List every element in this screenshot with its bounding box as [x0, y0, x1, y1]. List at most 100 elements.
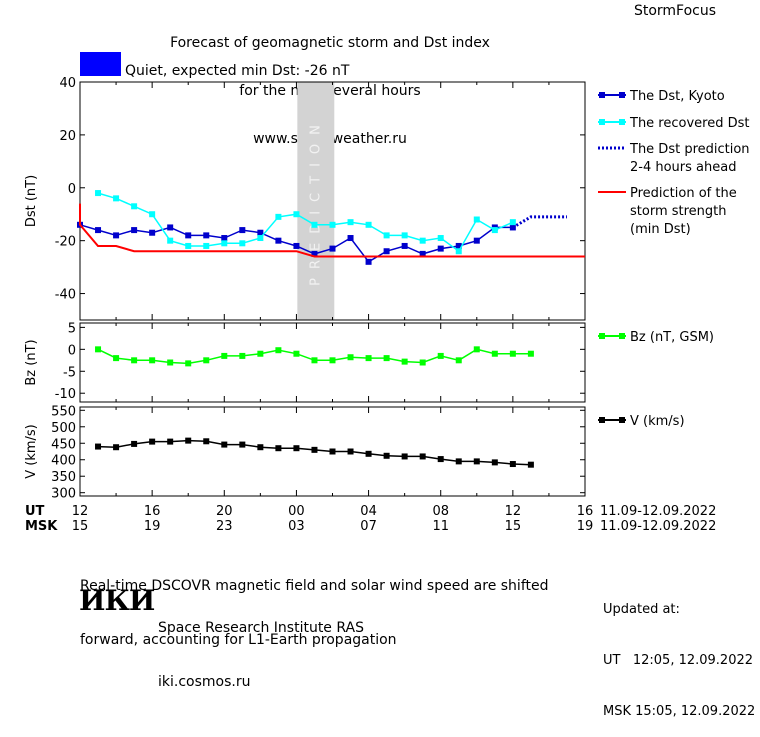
series-the-recovered-dst-point — [383, 232, 390, 239]
panel-3-ytick-label: 550 — [51, 404, 76, 419]
series-the-dst-kyoto-point — [95, 227, 102, 234]
msk-tick-label: 15 — [72, 519, 89, 534]
series-the-recovered-dst-point — [293, 211, 300, 218]
series-bz-nt-gsm-point — [131, 357, 138, 364]
series-bz-nt-gsm-point — [329, 357, 336, 364]
panel-1-ytick-label: 20 — [59, 129, 76, 144]
series-bz-nt-gsm-point — [95, 346, 102, 353]
updated-msk: MSK 15:05, 12.09.2022 — [603, 704, 756, 719]
series-the-dst-kyoto-point — [113, 232, 120, 239]
series-v-km-s-point — [509, 461, 516, 468]
legend-dst-kyoto-marker — [599, 92, 605, 98]
panel-3-ytick-label: 400 — [51, 454, 76, 469]
panel-3-ytick-label: 500 — [51, 421, 76, 436]
panel-1-ytick-label: -40 — [55, 288, 76, 303]
series-v-km-s-point — [275, 445, 282, 452]
series-v-km-s-point — [365, 450, 372, 457]
panel-2-ytick-label: 5 — [68, 321, 76, 336]
series-the-dst-kyoto-point — [221, 235, 228, 242]
series-the-dst-kyoto-point — [149, 229, 156, 236]
panel-2-ytick-label: 0 — [68, 343, 76, 358]
ut-tick-label: 16 — [577, 504, 594, 519]
legend-dst-kyoto-label: The Dst, Kyoto — [629, 89, 725, 104]
org-link[interactable]: iki.cosmos.ru — [158, 674, 251, 690]
legend-dst-prediction-label: 2-4 hours ahead — [630, 160, 736, 175]
series-the-recovered-dst-point — [509, 219, 516, 226]
series-bz-nt-gsm-point — [419, 359, 426, 366]
series-the-recovered-dst-point — [491, 227, 498, 234]
series-the-recovered-dst-point — [167, 237, 174, 244]
series-bz-nt-gsm-point — [203, 357, 210, 364]
series-bz-nt-gsm-point — [113, 355, 120, 362]
series-the-recovered-dst-point — [437, 235, 444, 242]
series-the-dst-kyoto-point — [509, 224, 516, 231]
msk-tick-label: 19 — [577, 519, 594, 534]
series-bz-nt-gsm-point — [365, 355, 372, 362]
series-bz-nt-gsm-point — [509, 350, 516, 357]
legend-dst-prediction-label: The Dst prediction — [629, 142, 750, 157]
series-bz-nt-gsm-point — [221, 352, 228, 359]
status-text: Quiet, expected min Dst: -26 nT — [125, 63, 350, 79]
ut-tick-label: 00 — [288, 504, 305, 519]
series-the-dst-kyoto-point — [437, 245, 444, 252]
legend-speed-label: V (km/s) — [630, 414, 685, 429]
series-v-km-s-point — [401, 453, 408, 460]
series-v-km-s-point — [131, 440, 138, 447]
msk-tick-label: 03 — [288, 519, 305, 534]
ut-tick-label: 08 — [432, 504, 449, 519]
series-v-km-s-point — [329, 448, 336, 455]
panel-1-ylabel: Dst (nT) — [24, 175, 39, 227]
series-the-recovered-dst-point — [365, 221, 372, 228]
series-v-km-s-point — [293, 445, 300, 452]
panel-1-ytick-label: 0 — [68, 182, 76, 197]
series-v-km-s-point — [221, 441, 228, 448]
series-the-dst-kyoto-point — [293, 242, 300, 249]
panel-2-ytick-label: -10 — [55, 387, 76, 402]
series-v-km-s-point — [149, 438, 156, 445]
series-bz-nt-gsm-point — [455, 357, 462, 364]
series-the-recovered-dst-point — [473, 216, 480, 223]
prediction-band — [297, 82, 335, 320]
panel-2-ytick-label: -5 — [63, 365, 76, 380]
msk-tick-label: 15 — [505, 519, 522, 534]
series-the-dst-kyoto-point — [275, 237, 282, 244]
series-bz-nt-gsm-point — [239, 352, 246, 359]
series-v-km-s-point — [167, 438, 174, 445]
org-name: Space Research Institute RAS — [158, 620, 364, 636]
legend-bz-marker — [599, 333, 605, 339]
series-v-km-s-point — [257, 444, 264, 451]
series-the-recovered-dst-point — [203, 242, 210, 249]
legend-dst-kyoto-marker — [619, 92, 625, 98]
ut-tick-label: 20 — [216, 504, 233, 519]
series-v-km-s-point — [311, 446, 318, 453]
series-the-dst-kyoto-point — [383, 248, 390, 255]
series-bz-nt-gsm-point — [185, 360, 192, 367]
series-the-dst-kyoto-point — [167, 224, 174, 231]
series-the-recovered-dst-point — [221, 240, 228, 247]
legend-recovered-dst-marker — [619, 119, 625, 125]
ut-date-range: 11.09-12.09.2022 — [600, 504, 716, 519]
series-bz-nt-gsm-point — [491, 350, 498, 357]
series-the-dst-kyoto-point — [455, 242, 462, 249]
series-v-km-s-point — [347, 448, 354, 455]
chart-canvas: PREDICTION 40 20 0 -20 -40 Dst (nT) 5 0 -5 -10 Bz (… — [24, 76, 750, 534]
series-bz-nt-gsm-point — [257, 350, 264, 357]
msk-date-range: 11.09-12.09.2022 — [600, 519, 716, 534]
legend-speed-marker — [619, 417, 625, 423]
series-the-dst-kyoto-point — [347, 235, 354, 242]
series-the-dst-prediction-2-4-hours-ahead-line — [512, 215, 567, 229]
ut-tick-label: 12 — [72, 504, 89, 519]
legend-bz-label: Bz (nT, GSM) — [630, 330, 714, 345]
series-bz-nt-gsm-point — [473, 346, 480, 353]
legend-bz-marker — [619, 333, 625, 339]
ut-tick-label: 16 — [144, 504, 161, 519]
series-v-km-s-point — [527, 461, 534, 468]
series-v-km-s-point — [383, 452, 390, 459]
panel-3-ytick-label: 300 — [51, 487, 76, 502]
series-the-recovered-dst-point — [95, 190, 102, 197]
series-v-km-s-point — [419, 453, 426, 460]
prediction-band-label: PREDICTION — [308, 116, 323, 286]
msk-tick-label: 23 — [216, 519, 233, 534]
legend-recovered-dst-label: The recovered Dst — [629, 116, 749, 131]
ut-tick-label: 04 — [360, 504, 377, 519]
